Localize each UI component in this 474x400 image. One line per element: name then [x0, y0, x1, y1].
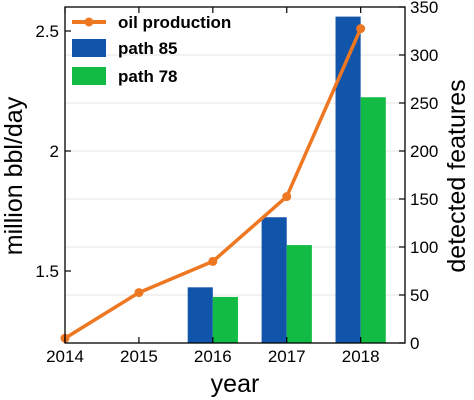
right-tick-label: 100: [410, 238, 438, 257]
legend-label-path-78: path 78: [118, 67, 178, 86]
grid-lines: [65, 6, 405, 344]
x-tick-label: 2016: [194, 347, 232, 366]
right-tick-label: 0: [410, 334, 419, 353]
line-series: [60, 24, 366, 343]
right-tick-label: 250: [410, 94, 438, 113]
x-tick-label: 2015: [120, 347, 158, 366]
x-tick-label: 2014: [46, 347, 84, 366]
right-tick-label: 350: [410, 0, 438, 17]
right-axis-title: detected features: [443, 79, 471, 272]
left-axis-title: million bbl/day: [0, 96, 28, 255]
bar-path-85-2016: [187, 287, 213, 343]
legend-line-marker: [84, 17, 94, 27]
x-tick-label: 2017: [268, 347, 306, 366]
left-tick-label: 2: [50, 142, 59, 161]
right-tick-label: 200: [410, 142, 438, 161]
bar-path-85-2017: [261, 217, 287, 343]
legend-label-oil-production: oil production: [118, 13, 231, 32]
oil-production-point-2015: [134, 288, 144, 298]
bar-path-78-2018: [360, 97, 386, 344]
x-tick-label: 2018: [342, 347, 380, 366]
bars: [187, 16, 386, 344]
right-tick-label: 300: [410, 46, 438, 65]
bar-path-85-2018: [335, 16, 361, 343]
oil-production-point-2016: [208, 256, 218, 266]
ticks: 2014 2015 2016 2017 2018 1.5 2 2.5 0 50 100 150 200 2…: [35, 0, 438, 366]
left-tick-label: 1.5: [35, 262, 59, 281]
bar-path-78-2016: [212, 296, 238, 343]
oil-production-point-2018: [356, 24, 366, 34]
bar-path-78-2017: [286, 245, 312, 343]
right-tick-label: 150: [410, 190, 438, 209]
legend-swatch-path-85: [72, 39, 106, 57]
right-tick-label: 50: [410, 286, 429, 305]
left-tick-label: 2.5: [35, 22, 59, 41]
oil-production-point-2017: [282, 192, 292, 202]
x-axis-title: year: [211, 370, 260, 398]
plot-frame: [64, 6, 406, 344]
legend-swatch-path-78: [72, 67, 106, 85]
legend-label-path-85: path 85: [118, 39, 178, 58]
legend: oil production path 85 path 78: [72, 13, 231, 86]
plot-border: [64, 6, 406, 344]
